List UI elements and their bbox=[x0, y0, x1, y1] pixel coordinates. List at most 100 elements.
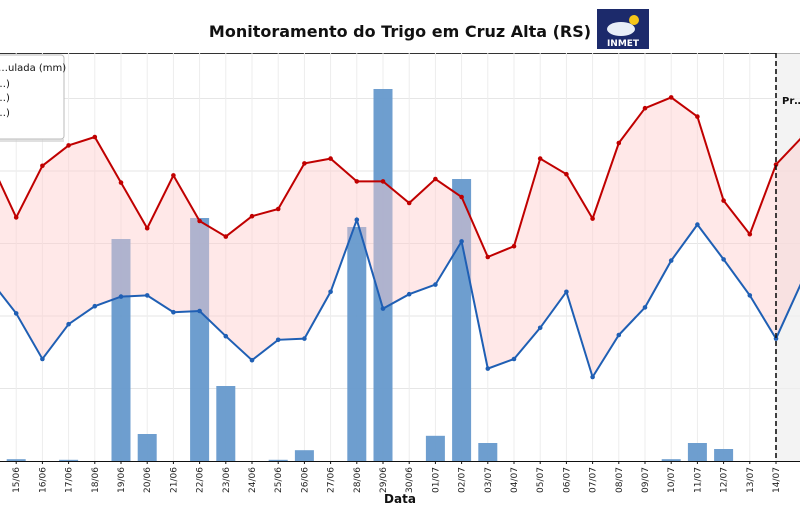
data-point bbox=[118, 180, 124, 185]
cloud-icon bbox=[607, 22, 635, 36]
data-point bbox=[564, 171, 569, 177]
data-point bbox=[721, 198, 726, 203]
precip-bar bbox=[59, 459, 79, 461]
x-tick-label: 26/06 bbox=[300, 467, 310, 493]
logo-text: INMET bbox=[607, 39, 640, 49]
x-tick-label: 29/06 bbox=[379, 467, 389, 493]
precip-bar bbox=[661, 459, 681, 461]
x-tick-label: 30/06 bbox=[405, 467, 415, 493]
data-point bbox=[433, 282, 438, 287]
x-tick-label: 07/07 bbox=[589, 467, 599, 493]
data-point bbox=[354, 217, 360, 223]
data-point bbox=[223, 333, 229, 339]
data-point bbox=[537, 156, 543, 161]
data-point bbox=[171, 309, 176, 315]
precip-bar bbox=[137, 434, 157, 461]
x-axis-label: Data bbox=[384, 492, 416, 506]
data-point bbox=[459, 194, 464, 200]
x-tick-label: 10/07 bbox=[667, 467, 677, 493]
x-tick-label: 05/07 bbox=[536, 467, 546, 493]
x-ticks: 15/06 16/06 17/06 18/06 19/06 20/06 21/06 22/06… bbox=[12, 461, 782, 493]
x-tick-label: 13/07 bbox=[746, 467, 756, 493]
data-point bbox=[721, 257, 726, 262]
data-point bbox=[773, 162, 779, 167]
x-tick-label: 25/06 bbox=[274, 467, 284, 493]
data-point bbox=[249, 213, 255, 219]
inmet-logo: INMET bbox=[597, 9, 649, 49]
data-point bbox=[590, 216, 595, 221]
x-tick-label: 24/06 bbox=[248, 467, 258, 493]
projection-label: Pr… bbox=[782, 96, 800, 107]
data-point bbox=[459, 239, 464, 244]
data-point bbox=[590, 374, 595, 380]
precip-bar bbox=[687, 443, 707, 461]
data-point bbox=[511, 356, 517, 362]
x-tick-label: 03/07 bbox=[484, 467, 494, 493]
precip-bar bbox=[714, 449, 734, 461]
data-point bbox=[695, 114, 700, 119]
precip-bar bbox=[478, 443, 498, 461]
data-point bbox=[302, 336, 307, 341]
precip-bar bbox=[268, 459, 288, 461]
precip-bar bbox=[6, 459, 26, 461]
x-tick-label: 28/06 bbox=[353, 467, 363, 493]
data-point bbox=[13, 215, 19, 220]
x-tick-label: 16/06 bbox=[38, 467, 48, 493]
precip-bar bbox=[294, 450, 314, 461]
x-tick-label: 20/06 bbox=[143, 467, 153, 493]
precip-bar bbox=[425, 435, 445, 461]
x-tick-label: 12/07 bbox=[720, 467, 730, 493]
data-point bbox=[354, 179, 360, 184]
x-tick-label: 01/07 bbox=[431, 467, 441, 493]
series-line-min bbox=[0, 216, 800, 380]
data-point bbox=[92, 134, 98, 140]
x-tick-label: 15/06 bbox=[12, 467, 22, 493]
data-point bbox=[406, 200, 412, 206]
precip-bar bbox=[347, 227, 367, 461]
sun-icon bbox=[629, 15, 639, 25]
data-point bbox=[511, 243, 517, 249]
data-point bbox=[66, 143, 71, 148]
x-tick-label: 22/06 bbox=[196, 467, 206, 493]
data-point bbox=[564, 289, 569, 295]
x-tick-label: 02/07 bbox=[458, 467, 468, 493]
data-point bbox=[302, 161, 307, 166]
x-tick-label: 17/06 bbox=[65, 467, 75, 493]
x-tick-label: 04/07 bbox=[510, 467, 520, 493]
temperature-band bbox=[0, 97, 800, 377]
data-point bbox=[171, 173, 176, 178]
precip-bar bbox=[111, 239, 131, 461]
projection-region bbox=[776, 53, 800, 461]
data-point bbox=[642, 305, 648, 310]
data-point bbox=[616, 140, 622, 146]
data-point bbox=[328, 156, 333, 161]
legend: …ulada (mm) …) …) …) bbox=[0, 54, 66, 142]
data-point bbox=[223, 234, 229, 239]
x-tick-label: 06/07 bbox=[562, 467, 572, 493]
data-point bbox=[92, 303, 98, 309]
data-point bbox=[13, 311, 19, 316]
legend-row: …) bbox=[0, 108, 10, 119]
data-point bbox=[695, 222, 700, 227]
data-point bbox=[485, 366, 491, 371]
data-point bbox=[616, 332, 622, 338]
data-point bbox=[380, 179, 386, 184]
legend-title: …ulada (mm) bbox=[0, 63, 66, 74]
x-tick-label: 09/07 bbox=[641, 467, 651, 493]
data-point bbox=[380, 306, 386, 311]
data-point bbox=[537, 325, 543, 331]
x-tick-label: 08/07 bbox=[615, 467, 625, 493]
data-point bbox=[275, 337, 281, 343]
data-point bbox=[668, 258, 674, 263]
data-point bbox=[328, 289, 333, 295]
data-point bbox=[40, 356, 45, 362]
legend-shadow bbox=[0, 139, 64, 142]
x-tick-label: 14/07 bbox=[772, 467, 782, 493]
data-point bbox=[249, 357, 255, 363]
series-line-max bbox=[0, 96, 800, 259]
data-point bbox=[433, 176, 438, 182]
legend-row: …) bbox=[0, 79, 10, 90]
data-point bbox=[275, 206, 281, 212]
data-point bbox=[668, 95, 674, 100]
